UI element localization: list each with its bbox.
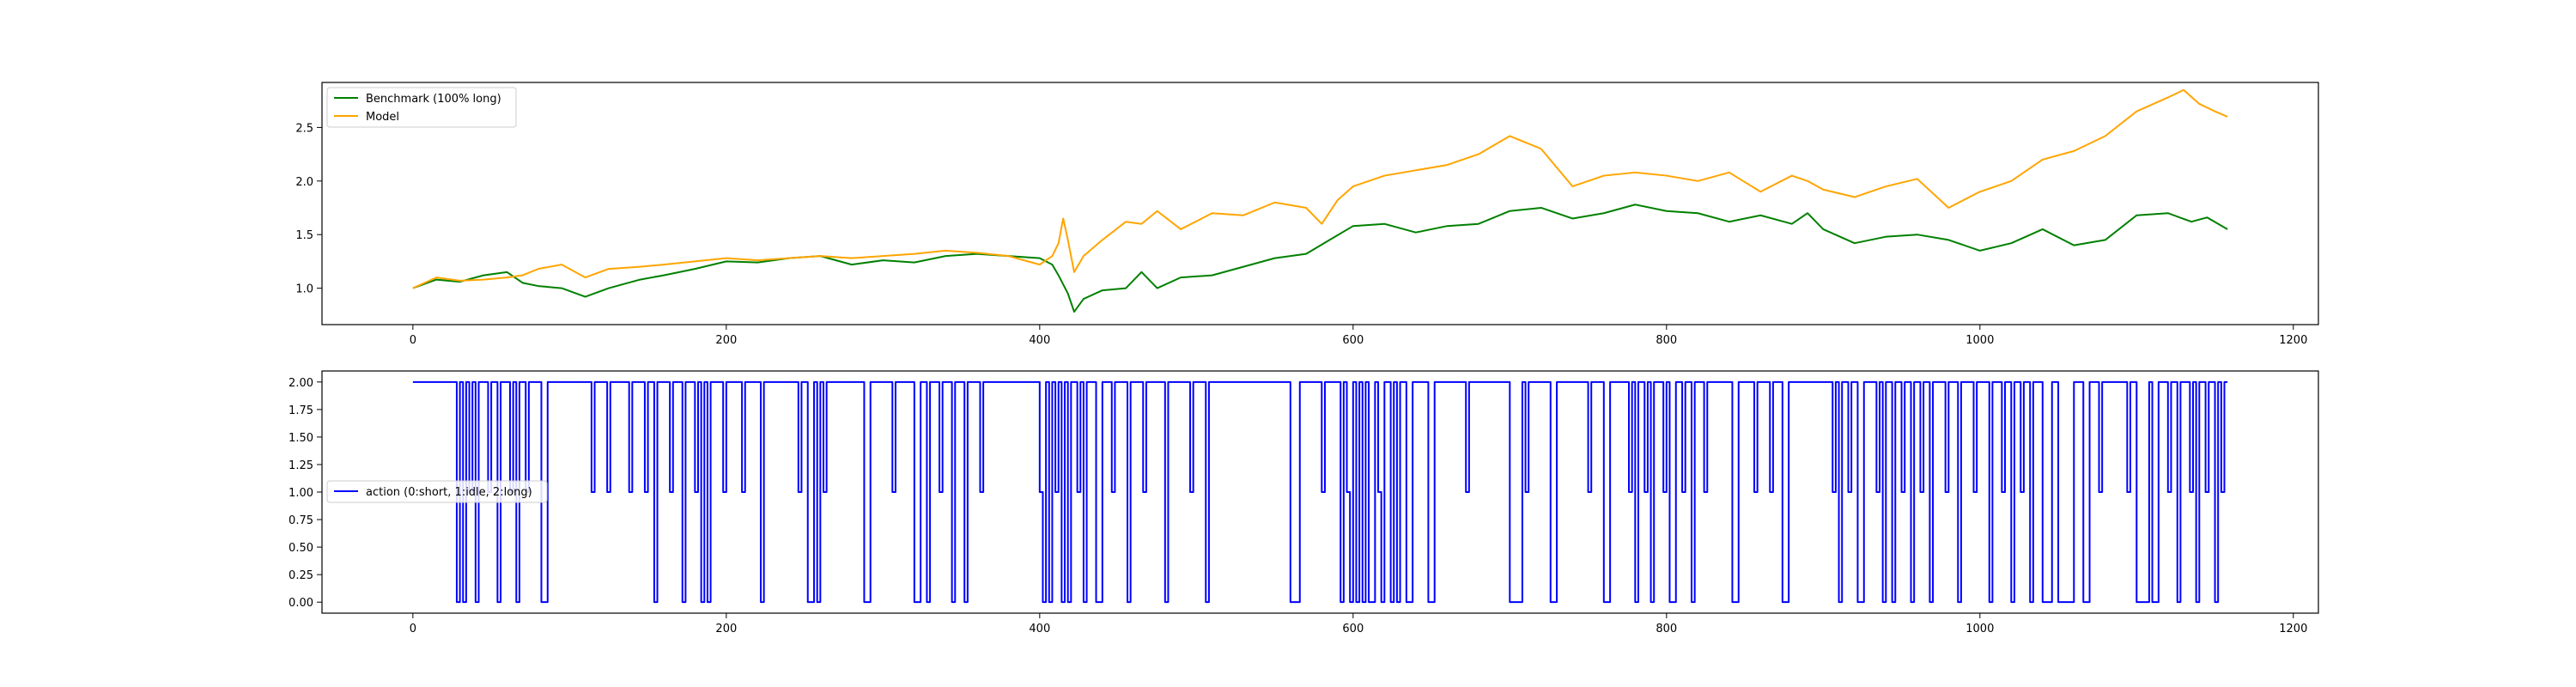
price-chart-x-tick-label: 0 bbox=[410, 334, 416, 347]
action-chart-y-tick-label: 1.00 bbox=[289, 487, 313, 500]
action-chart-x-tick-label: 0 bbox=[410, 623, 416, 635]
legend-box bbox=[326, 87, 517, 128]
price-chart-x-tick-label: 1200 bbox=[2279, 334, 2307, 347]
price-chart-y-tick-label: 2.5 bbox=[295, 122, 313, 135]
action-chart-x-tick-label: 1000 bbox=[1965, 623, 1994, 635]
price-chart-x-tick-label: 800 bbox=[1656, 334, 1677, 347]
action-chart-y-ticks: 0.00 0.25 0.50 0.75 1.00 1.25 1.50 1.75 2.00 bbox=[289, 377, 322, 610]
action-chart-x-tick-label: 1200 bbox=[2279, 623, 2307, 635]
price-chart-y-tick-label: 1.0 bbox=[295, 283, 313, 296]
action-chart-x-tick-label: 600 bbox=[1342, 623, 1364, 635]
price-chart-legend: Benchmark (100% long) Model bbox=[326, 87, 517, 128]
action-chart-y-tick-label: 0.25 bbox=[289, 569, 313, 582]
legend-box bbox=[326, 480, 548, 503]
legend-label-benchmark: Benchmark (100% long) bbox=[366, 93, 501, 106]
price-chart-y-tick-label: 1.5 bbox=[295, 229, 313, 242]
action-chart-x-ticks: 0 200 400 600 800 1000 1200 bbox=[410, 613, 2307, 635]
action-chart-y-tick-label: 0.50 bbox=[289, 542, 313, 555]
action-chart: 0 200 400 600 800 1000 1200 0.00 0.25 0.50 0.75 1.… bbox=[289, 370, 2319, 635]
action-chart-y-tick-label: 1.75 bbox=[289, 404, 313, 417]
price-chart-x-tick-label: 600 bbox=[1342, 334, 1364, 347]
action-chart-series-0 bbox=[412, 380, 2228, 604]
action-chart-x-tick-label: 400 bbox=[1029, 623, 1050, 635]
action-chart-y-tick-label: 1.25 bbox=[289, 459, 313, 472]
price-chart-lines bbox=[412, 88, 2228, 313]
price-chart-frame bbox=[321, 82, 2319, 325]
action-chart-legend: action (0:short, 1:idle, 2:long) bbox=[326, 480, 548, 503]
price-chart-x-ticks: 0 200 400 600 800 1000 1200 bbox=[410, 325, 2307, 347]
price-chart-y-ticks: 1.0 1.5 2.0 2.5 bbox=[295, 122, 322, 296]
action-chart-y-tick-label: 0.00 bbox=[289, 597, 313, 610]
price-chart-y-tick-label: 2.0 bbox=[295, 176, 313, 189]
action-chart-lines bbox=[412, 380, 2228, 604]
price-chart-series-0 bbox=[412, 204, 2228, 313]
action-chart-x-tick-label: 800 bbox=[1656, 623, 1677, 635]
legend-label-action: action (0:short, 1:idle, 2:long) bbox=[366, 486, 532, 499]
action-chart-y-tick-label: 1.50 bbox=[289, 432, 313, 445]
legend-label-model: Model bbox=[366, 111, 399, 124]
price-chart-x-tick-label: 400 bbox=[1029, 334, 1050, 347]
action-chart-y-tick-label: 0.75 bbox=[289, 514, 313, 527]
price-chart: 0 200 400 600 800 1000 1200 1.0 1.5 2.0 2.5 Bench… bbox=[295, 82, 2319, 347]
price-chart-x-tick-label: 1000 bbox=[1965, 334, 1994, 347]
action-chart-x-tick-label: 200 bbox=[715, 623, 737, 635]
price-chart-x-tick-label: 200 bbox=[715, 334, 737, 347]
price-chart-series-1 bbox=[412, 88, 2228, 289]
action-chart-y-tick-label: 2.00 bbox=[289, 377, 313, 390]
